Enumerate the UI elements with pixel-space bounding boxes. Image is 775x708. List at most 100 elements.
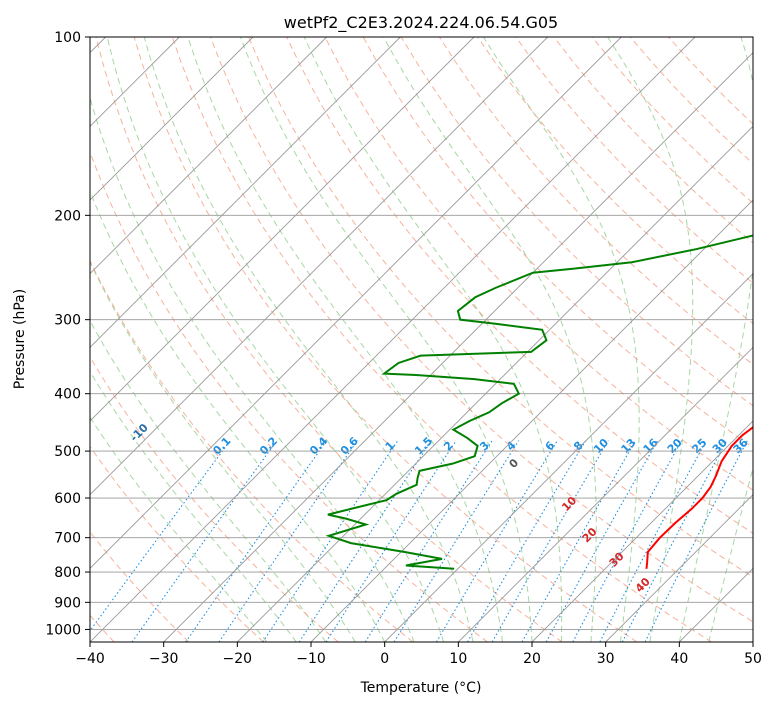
mixing-ratio-line xyxy=(521,440,637,642)
moist-adiabat-line xyxy=(303,37,563,642)
x-tick-label: 0 xyxy=(380,651,389,667)
isotherm-line xyxy=(752,641,753,642)
dry-adiabat-line xyxy=(90,356,339,642)
isotherm-line xyxy=(90,37,548,496)
mixing-ratio-line xyxy=(599,440,707,642)
isotherm-line xyxy=(90,37,327,275)
x-tick-label: 50 xyxy=(744,651,762,667)
mixing-ratio-line xyxy=(545,440,659,642)
dry-adiabats xyxy=(90,37,753,642)
x-axis: −40 −30 −20 −10 0 10 20 30 40 50 xyxy=(75,642,762,667)
moist-adiabat-label: 20 xyxy=(580,525,600,545)
moist-adiabat-line xyxy=(708,466,753,642)
moist-adiabat-line xyxy=(90,319,327,642)
x-tick-label: 10 xyxy=(449,651,467,667)
x-axis-label: Temperature (°C) xyxy=(360,680,482,696)
x-tick-label: −10 xyxy=(296,651,326,667)
y-axis-label: Pressure (hPa) xyxy=(12,289,28,389)
dry-adiabat-line xyxy=(324,37,753,491)
y-tick-label: 200 xyxy=(54,208,81,224)
dry-adiabat-line xyxy=(90,259,414,642)
moist-adiabats xyxy=(90,37,753,642)
mixing-ratio-label: 10 xyxy=(591,436,611,456)
moist-adiabat-label: 10 xyxy=(559,494,579,514)
mixing-ratio-label: 1.5 xyxy=(412,435,435,458)
x-tick-label: −30 xyxy=(149,651,179,667)
mixing-ratio-line xyxy=(90,440,231,632)
dry-adiabat-line xyxy=(171,37,712,642)
x-tick-label: 20 xyxy=(523,651,541,667)
mixing-ratio-line xyxy=(218,440,358,642)
isotherm-line xyxy=(384,273,753,642)
mixing-ratio-line xyxy=(262,440,399,642)
moist-adiabat-line xyxy=(187,37,504,642)
mixing-ratio-label: 0.6 xyxy=(338,434,361,457)
isotherm-line xyxy=(90,37,475,422)
temperature-line xyxy=(645,426,753,569)
dry-adiabat-line xyxy=(133,37,638,642)
x-tick-label: −40 xyxy=(75,651,105,667)
isotherm-line xyxy=(90,37,401,348)
dry-adiabat-line xyxy=(90,445,264,642)
moist-adiabat-line xyxy=(90,370,297,642)
x-tick-label: −20 xyxy=(223,651,253,667)
isotherm-line xyxy=(605,494,753,642)
mixing-ratio-line xyxy=(644,440,748,642)
dry-adiabat-line xyxy=(591,37,753,204)
y-tick-label: 1000 xyxy=(45,622,81,638)
isotherms xyxy=(90,37,753,642)
dry-adiabat-line xyxy=(95,37,563,642)
mixing-ratio-line xyxy=(364,440,493,642)
y-tick-label: 900 xyxy=(54,595,81,611)
dry-adiabat-line xyxy=(515,37,753,284)
y-tick-label: 500 xyxy=(54,444,81,460)
isotherm-line xyxy=(90,37,254,201)
isotherm-line xyxy=(237,125,753,642)
mixing-ratio-line xyxy=(185,440,328,642)
y-tick-label: 800 xyxy=(54,565,81,581)
dry-adiabat-line xyxy=(286,37,753,534)
isobars xyxy=(90,37,753,630)
dry-adiabat-label: -10 xyxy=(128,421,151,444)
isotherm-line xyxy=(90,37,622,569)
mixing-ratio-line xyxy=(435,440,558,642)
moist-adiabat-line xyxy=(106,37,445,642)
dry-adiabat-line xyxy=(248,37,753,578)
mixing-ratio-line xyxy=(131,440,278,642)
moist-adiabat-line xyxy=(383,37,597,642)
moist-adiabat-line xyxy=(482,37,640,642)
mixing-ratio-line xyxy=(572,440,683,642)
isotherm-line xyxy=(531,420,753,642)
mixing-ratio-line xyxy=(467,440,587,642)
isotherm-line xyxy=(458,346,753,642)
y-tick-label: 600 xyxy=(54,491,81,507)
dry-adiabat-line xyxy=(90,531,190,642)
dry-adiabat-line xyxy=(668,37,753,125)
mixing-ratio-line xyxy=(325,440,457,642)
moist-adiabat-line xyxy=(678,37,753,642)
isotherm-line xyxy=(90,37,696,642)
mixing-ratio-line xyxy=(298,440,432,642)
moist-adiabat-label: 0 xyxy=(507,456,522,471)
moist-adiabat-line xyxy=(90,189,386,642)
x-tick-label: 40 xyxy=(670,651,688,667)
isotherm-line xyxy=(310,199,753,642)
dry-adiabat-line xyxy=(553,37,753,244)
mixing-ratio-label: 20 xyxy=(665,436,685,456)
y-tick-label: 100 xyxy=(54,30,81,46)
isotherm-line xyxy=(163,52,753,642)
moist-adiabat-line xyxy=(607,37,694,642)
y-tick-label: 300 xyxy=(54,313,81,329)
moist-adiabat-line xyxy=(143,37,474,642)
moist-adiabat-label: 30 xyxy=(607,549,627,569)
mixing-ratio-label: 25 xyxy=(689,436,709,456)
mixing-ratio-label: 0.4 xyxy=(307,434,330,457)
mixing-ratio-label: 0.1 xyxy=(210,435,233,458)
mixing-ratio-label: 16 xyxy=(641,436,661,456)
mixing-ratio-label: 36 xyxy=(731,436,751,456)
x-tick-label: 30 xyxy=(597,651,615,667)
moist-adiabat-line xyxy=(90,416,268,642)
y-tick-label: 700 xyxy=(54,531,81,547)
